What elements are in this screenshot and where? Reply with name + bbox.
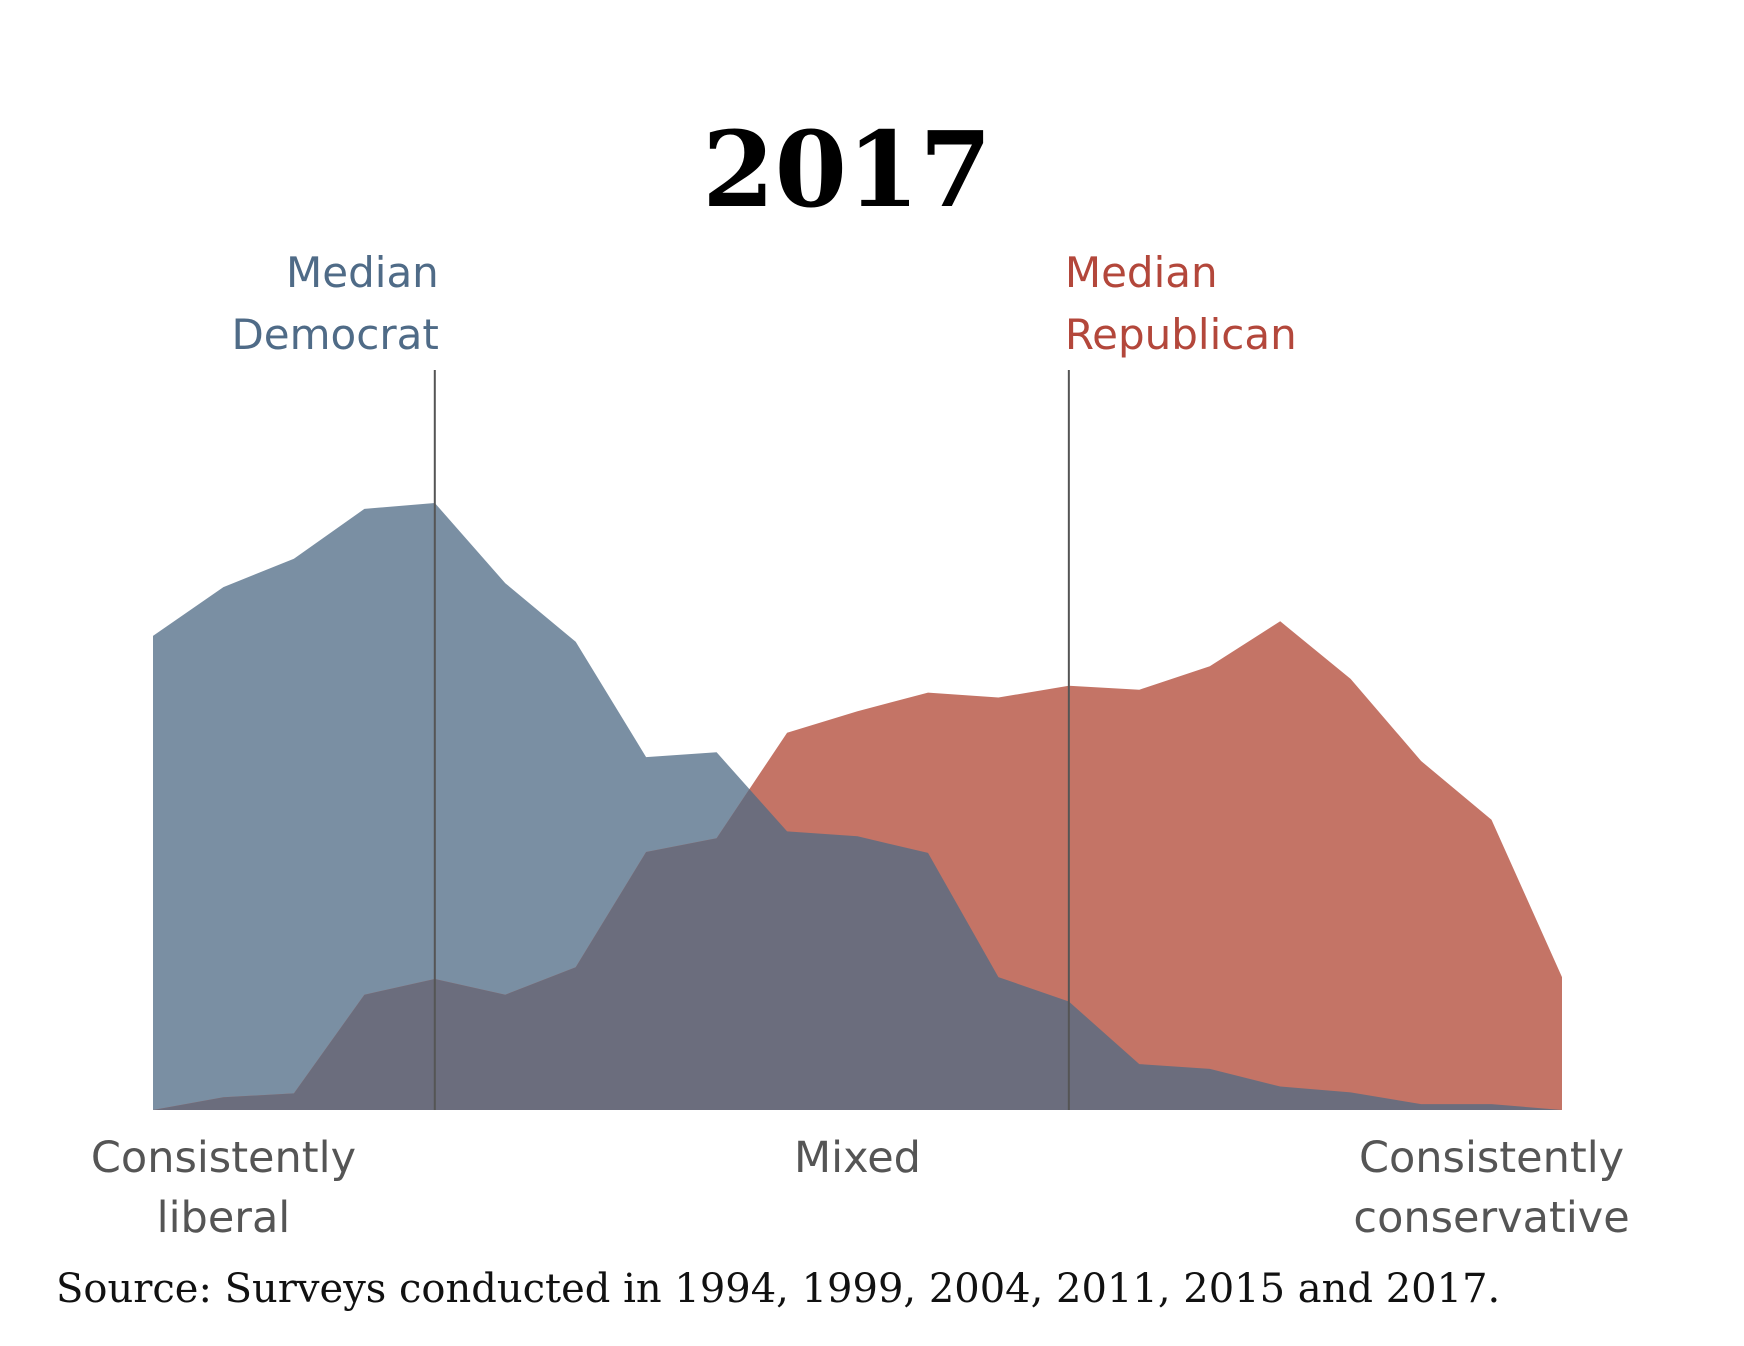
x-axis-label-center-line-1: Mixed	[794, 1133, 921, 1183]
x-axis-label-left-line-2: liberal	[157, 1193, 291, 1243]
series-area-democrat	[153, 503, 1562, 1110]
median-label-republican-line-2: Republican	[1065, 310, 1297, 359]
median-lines-group	[433, 370, 1070, 1110]
x-axis-label-right-line-1: Consistently	[1359, 1133, 1624, 1183]
median-labels-group: Median Democrat Median Republican	[231, 248, 1296, 359]
x-axis-labels-group: Consistently liberal Mixed Consistently cons…	[91, 1133, 1630, 1243]
x-axis-label-right-line-2: conservative	[1353, 1193, 1629, 1243]
x-axis-label-left-line-1: Consistently	[91, 1133, 356, 1183]
chart-title: 2017	[702, 108, 991, 231]
areas-group	[153, 503, 1562, 1110]
median-label-democrat-line-1: Median	[286, 248, 439, 297]
median-label-republican-line-1: Median	[1065, 248, 1218, 297]
source-note: Source: Surveys conducted in 1994, 1999,…	[56, 1266, 1500, 1312]
median-label-democrat-line-2: Democrat	[231, 310, 438, 359]
